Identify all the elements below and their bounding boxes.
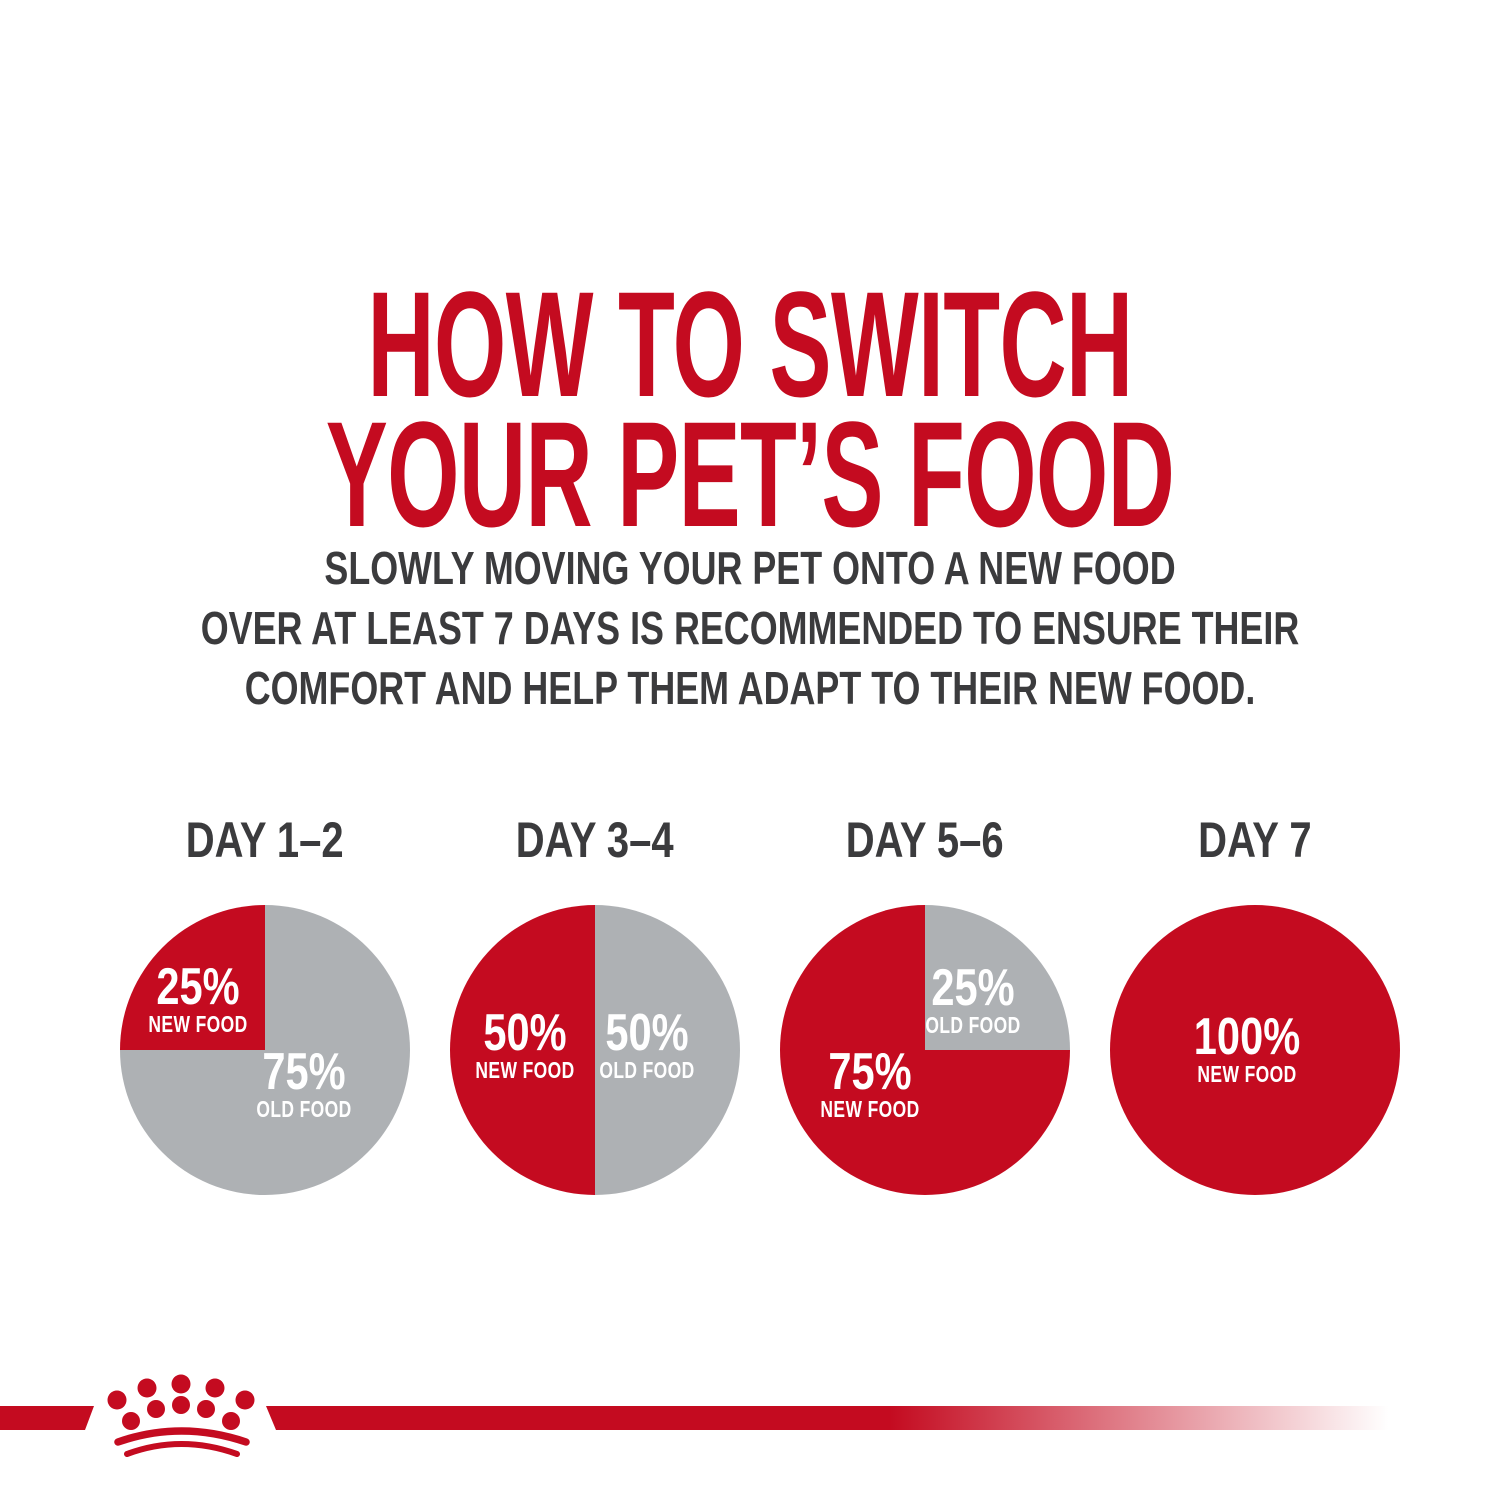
slice-percent: 50% bbox=[483, 1004, 567, 1062]
pie-chart: 25% NEW FOOD 75% OLD FOOD bbox=[120, 905, 410, 1195]
day-range-label: DAY 3–4 bbox=[516, 812, 674, 868]
slice-name: NEW FOOD bbox=[148, 1011, 248, 1037]
slice-stat: 100% NEW FOOD bbox=[1181, 1008, 1314, 1087]
subtitle-line-2: OVER AT LEAST 7 DAYS IS RECOMMENDED TO E… bbox=[200, 602, 1300, 654]
footer-stripe-left bbox=[0, 1406, 94, 1430]
slice-percent: 50% bbox=[605, 1004, 689, 1062]
slice-name: OLD FOOD bbox=[925, 1012, 1021, 1038]
royal-canin-crown-logo-icon bbox=[107, 1374, 255, 1457]
food-transition-pie-charts: DAY 1–2 25% NEW FOOD 75% OLD FOOD DAY 3–4 50% N… bbox=[0, 815, 1500, 1215]
slice-percent: 75% bbox=[828, 1043, 912, 1101]
pie-column-day-2: DAY 3–4 50% NEW FOOD 50% OLD FOOD bbox=[445, 815, 745, 1195]
slice-name: NEW FOOD bbox=[820, 1096, 920, 1122]
pie-chart: 75% NEW FOOD 25% OLD FOOD bbox=[780, 905, 1070, 1195]
slice-stat: 25% NEW FOOD bbox=[133, 958, 264, 1037]
slice-stat: 75% OLD FOOD bbox=[241, 1043, 366, 1122]
slice-name: NEW FOOD bbox=[1197, 1061, 1297, 1087]
slice-name: NEW FOOD bbox=[475, 1057, 575, 1083]
page-title-line-2: YOUR PET’S FOOD bbox=[325, 389, 1175, 558]
slice-stat: 50% OLD FOOD bbox=[584, 1004, 709, 1083]
slice-name: OLD FOOD bbox=[256, 1096, 352, 1122]
subtitle-line-1: SLOWLY MOVING YOUR PET ONTO A NEW FOOD bbox=[324, 542, 1176, 594]
page-subtitle: SLOWLY MOVING YOUR PET ONTO A NEW FOOD O… bbox=[0, 538, 1500, 718]
pie-column-day-1: DAY 1–2 25% NEW FOOD 75% OLD FOOD bbox=[115, 815, 415, 1195]
pie-column-day-3: DAY 5–6 75% NEW FOOD 25% OLD FOOD bbox=[775, 815, 1075, 1195]
slice-percent: 25% bbox=[156, 958, 240, 1016]
subtitle-line-3: COMFORT AND HELP THEM ADAPT TO THEIR NEW… bbox=[244, 662, 1256, 714]
footer-stripe-right bbox=[266, 1406, 1400, 1430]
day-range-label: DAY 5–6 bbox=[846, 812, 1004, 868]
pie-chart: 50% NEW FOOD 50% OLD FOOD bbox=[450, 905, 740, 1195]
pie-chart: 100% NEW FOOD bbox=[1110, 905, 1400, 1195]
slice-percent: 100% bbox=[1193, 1008, 1301, 1066]
slice-name: OLD FOOD bbox=[599, 1057, 695, 1083]
page-title: HOW TO SWITCH YOUR PET’S FOOD bbox=[0, 259, 1500, 558]
slice-percent: 75% bbox=[262, 1043, 346, 1101]
page-title-line-1: HOW TO SWITCH bbox=[367, 259, 1133, 428]
slice-stat: 25% OLD FOOD bbox=[910, 959, 1035, 1038]
day-range-label: DAY 1–2 bbox=[186, 812, 344, 868]
slice-stat: 75% NEW FOOD bbox=[805, 1043, 936, 1122]
slice-percent: 25% bbox=[931, 959, 1015, 1017]
day-range-label: DAY 7 bbox=[1198, 812, 1312, 868]
pie-column-day-4: DAY 7 100% NEW FOOD bbox=[1105, 815, 1405, 1195]
slice-stat: 50% NEW FOOD bbox=[460, 1004, 591, 1083]
